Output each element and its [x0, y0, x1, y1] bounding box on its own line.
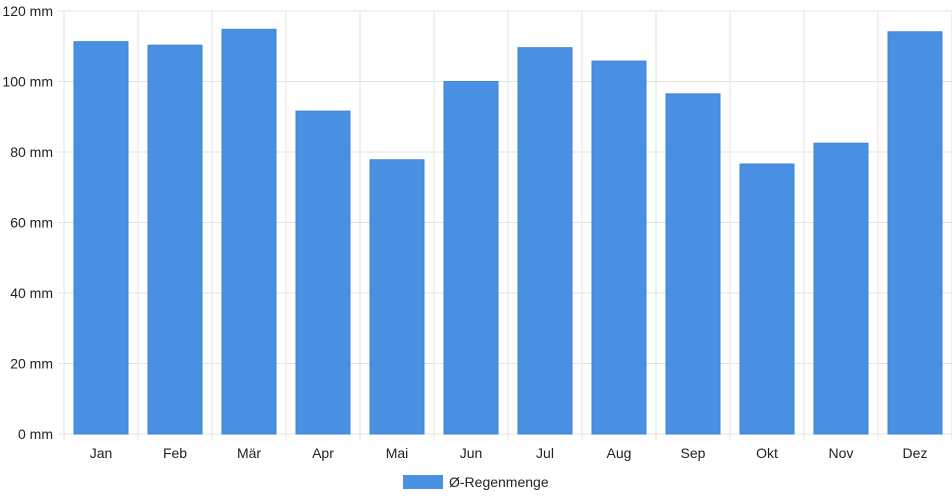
bar-layer [73, 28, 943, 435]
y-tick-label: 120 mm [2, 3, 53, 19]
x-tick-label: Jun [460, 445, 483, 461]
x-tick-label: Jul [536, 445, 554, 461]
legend-swatch [403, 475, 443, 489]
x-tick-label: Nov [829, 445, 854, 461]
y-tick-label: 100 mm [2, 74, 53, 90]
legend[interactable]: Ø-Regenmenge [403, 473, 549, 491]
x-tick-label: Okt [756, 445, 778, 461]
y-tick-label: 80 mm [10, 144, 53, 160]
bar-feb[interactable] [147, 44, 203, 435]
x-tick-label: Dez [903, 445, 928, 461]
x-tick-label: Feb [163, 445, 187, 461]
y-axis-ticks: 0 mm 20 mm 40 mm 60 mm 80 mm 100 mm 120 mm [2, 3, 53, 442]
bar-dez[interactable] [887, 31, 943, 435]
x-tick-label: Mär [237, 445, 261, 461]
y-tick-label: 60 mm [10, 215, 53, 231]
x-tick-label: Aug [607, 445, 632, 461]
bar-mai[interactable] [369, 159, 425, 435]
bar-aug[interactable] [591, 60, 647, 435]
legend-label: Ø-Regenmenge [449, 474, 549, 490]
bar-jan[interactable] [73, 41, 129, 435]
bar-okt[interactable] [739, 163, 795, 435]
bar-sep[interactable] [665, 93, 721, 435]
bar-jun[interactable] [443, 81, 499, 435]
x-tick-label: Apr [312, 445, 334, 461]
x-tick-label: Sep [681, 445, 706, 461]
bar-nov[interactable] [813, 142, 869, 435]
bar-apr[interactable] [295, 110, 351, 435]
y-tick-label: 20 mm [10, 356, 53, 372]
y-tick-label: 40 mm [10, 285, 53, 301]
bar-mär[interactable] [221, 28, 277, 435]
grid-layer [58, 10, 952, 440]
x-tick-label: Jan [90, 445, 113, 461]
y-tick-label: 0 mm [18, 426, 53, 442]
x-axis-ticks: Jan Feb Mär Apr Mai Jun Jul Aug Sep Okt Nov Dez [90, 445, 928, 461]
bar-jul[interactable] [517, 47, 573, 435]
x-tick-label: Mai [386, 445, 409, 461]
